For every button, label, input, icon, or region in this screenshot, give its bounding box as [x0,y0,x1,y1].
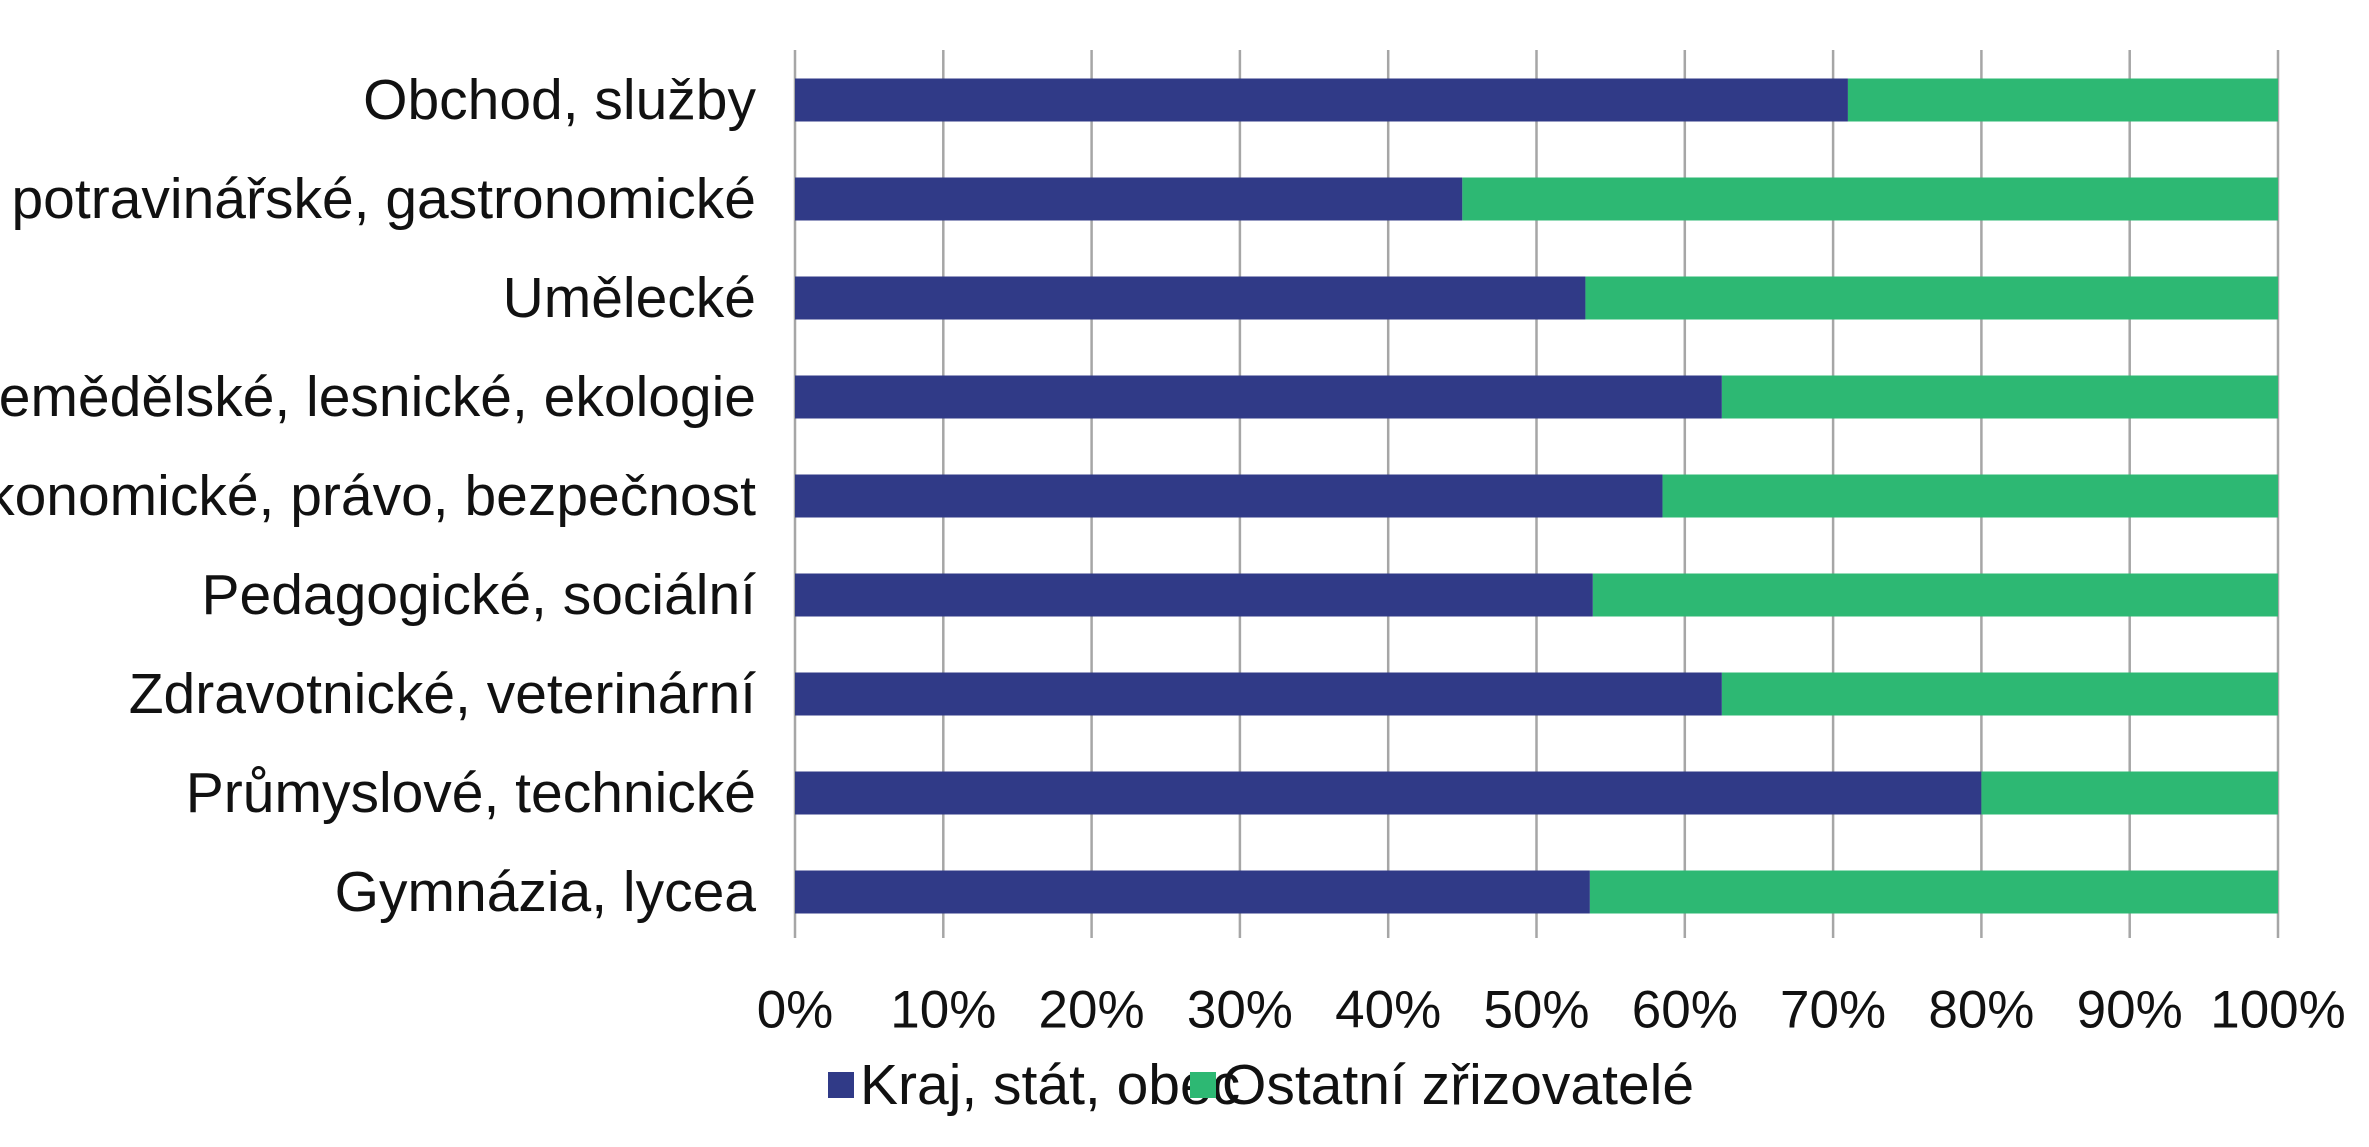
x-tick-label: 90% [2077,981,2183,1040]
x-tick-label: 20% [1039,981,1145,1040]
category-label: Gymnázia, lycea [335,860,757,924]
legend-label: Ostatní zřizovatelé [1222,1053,1694,1117]
legend-label: Kraj, stát, obec [860,1053,1240,1117]
bar-segment-kraj-stat-obec [795,573,1593,617]
x-tick-label: 40% [1335,981,1441,1040]
x-tick-label: 70% [1780,981,1886,1040]
x-tick-label: 30% [1187,981,1293,1040]
bar-segment-ostatni-zrizovatele [1721,375,2278,419]
x-tick-label: 10% [890,981,996,1040]
bar-segment-kraj-stat-obec [795,375,1722,419]
x-tick-label: 0% [757,981,834,1040]
category-label: Obchod, služby [363,68,756,132]
bar-segment-ostatni-zrizovatele [1721,672,2278,716]
x-tick-label: 60% [1632,981,1738,1040]
category-label: Pedagogické, sociální [201,563,756,627]
bar-segment-kraj-stat-obec [795,474,1663,518]
category-labels: Obchod, služby Hotelové, potravinářské, g… [0,68,756,924]
bar-segment-ostatni-zrizovatele [1585,276,2278,320]
bar-segment-kraj-stat-obec [795,672,1722,716]
bars [795,78,2278,914]
legend-item: Kraj, stát, obec [828,1053,1240,1117]
legend-swatch [1190,1072,1216,1098]
legend-swatch [828,1072,854,1098]
bar-segment-kraj-stat-obec [795,78,1848,122]
category-label: Umělecké [503,266,756,330]
bar-segment-kraj-stat-obec [795,771,1982,815]
bar-segment-kraj-stat-obec [795,177,1463,221]
bar-segment-kraj-stat-obec [795,870,1590,914]
category-label: Průmyslové, technické [186,761,756,825]
bar-segment-ostatni-zrizovatele [1981,771,2278,815]
x-tick-label: 80% [1928,981,2034,1040]
bar-segment-ostatni-zrizovatele [1462,177,2278,221]
category-label: Zemědělské, lesnické, ekologie [0,365,756,429]
x-tick-label: 100% [2210,981,2346,1040]
bar-segment-ostatni-zrizovatele [1847,78,2278,122]
bar-segment-kraj-stat-obec [795,276,1586,320]
bar-segment-ostatni-zrizovatele [1589,870,2278,914]
bar-segment-ostatni-zrizovatele [1662,474,2278,518]
bar-segment-ostatni-zrizovatele [1592,573,2278,617]
category-label: Zdravotnické, veterinární [129,662,756,726]
category-label: Hotelové, potravinářské, gastronomické [0,167,756,231]
legend-item: Ostatní zřizovatelé [1190,1053,1694,1117]
category-label: Ekonomické, právo, bezpečnost [0,464,756,528]
x-axis-tick-labels: 0% 10% 20% 30% 40% 50% 60% 70% 80% 90% 100% [757,981,2346,1040]
x-tick-label: 50% [1483,981,1589,1040]
